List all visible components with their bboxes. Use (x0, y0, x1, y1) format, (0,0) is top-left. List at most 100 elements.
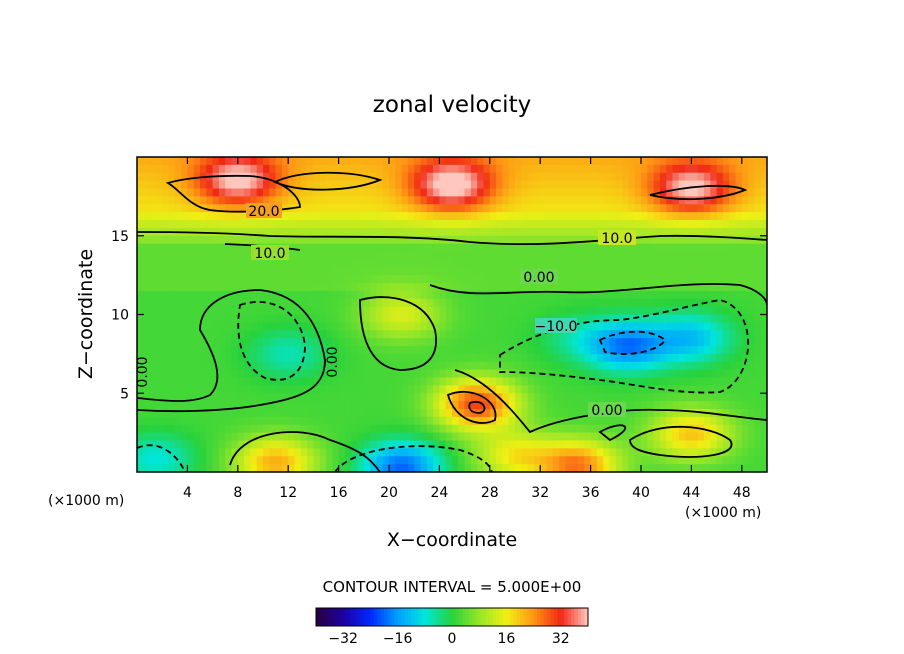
field-cell (760, 220, 767, 229)
field-cell (477, 243, 485, 253)
field-cell (275, 306, 283, 316)
field-cell (496, 172, 503, 182)
field-cell (515, 409, 522, 418)
field-cell (653, 267, 661, 276)
field-cell (578, 157, 585, 166)
field-cell (735, 377, 743, 386)
field-cell (149, 204, 157, 213)
field-cell (578, 464, 585, 472)
field-cell (470, 251, 478, 260)
field-cell (578, 401, 585, 410)
field-cell (609, 456, 617, 465)
field-cell (722, 227, 730, 237)
field-cell (439, 424, 447, 434)
field-cell (634, 196, 642, 205)
field-cell (351, 440, 359, 449)
field-cell (256, 424, 264, 434)
field-cell (666, 188, 674, 197)
x-tick-label: 40 (632, 485, 650, 501)
field-cell (615, 448, 623, 457)
field-cell (149, 432, 157, 442)
field-cell (351, 188, 359, 197)
field-cell (168, 416, 176, 426)
field-cell (244, 180, 251, 190)
field-cell (565, 164, 573, 174)
field-cell (206, 298, 214, 308)
field-cell (546, 204, 554, 213)
field-cell (244, 338, 251, 347)
field-cell (603, 361, 611, 371)
field-cell (697, 440, 705, 449)
field-cell (735, 157, 743, 166)
field-cell (168, 220, 176, 229)
field-cell (716, 377, 724, 386)
field-cell (168, 251, 176, 260)
field-cell (401, 393, 409, 402)
field-cell (452, 314, 459, 323)
field-cell (508, 220, 516, 229)
field-cell (452, 448, 459, 457)
field-cell (716, 409, 724, 418)
field-cell (181, 416, 188, 426)
field-cell (389, 448, 396, 457)
field-cell (615, 393, 623, 402)
field-cell (760, 251, 767, 260)
field-cell (647, 290, 655, 300)
field-cell (716, 416, 724, 426)
field-cell (571, 227, 579, 237)
field-cell (332, 393, 340, 402)
field-cell (162, 235, 170, 245)
field-cell (458, 306, 466, 316)
field-cell (275, 377, 283, 386)
field-cell (483, 377, 491, 386)
field-cell (609, 440, 617, 449)
field-cell (596, 259, 604, 268)
field-cell (193, 220, 201, 229)
field-cell (691, 227, 699, 237)
field-cell (722, 267, 730, 276)
field-cell (212, 416, 220, 426)
field-cell (382, 322, 390, 331)
field-cell (168, 385, 176, 394)
field-cell (477, 456, 485, 465)
field-cell (735, 180, 743, 190)
field-cell (666, 259, 674, 268)
field-cell (433, 456, 440, 465)
field-cell (666, 330, 674, 339)
field-cell (464, 330, 472, 339)
field-cell (420, 204, 428, 213)
field-cell (653, 393, 661, 402)
field-cell (326, 212, 333, 221)
field-cell (603, 164, 611, 174)
field-cell (231, 432, 239, 442)
field-cell (596, 416, 604, 426)
field-cell (483, 290, 491, 300)
field-cell (193, 275, 201, 284)
field-cell (477, 448, 485, 457)
field-cell (149, 164, 157, 174)
field-cell (407, 338, 415, 347)
field-cell (502, 377, 510, 386)
field-cell (760, 338, 767, 347)
field-cell (527, 464, 535, 472)
field-cell (407, 172, 415, 182)
field-cell (420, 409, 428, 418)
field-cell (225, 204, 233, 213)
field-cell (685, 346, 692, 355)
field-cell (351, 235, 359, 245)
field-cell (275, 314, 283, 323)
field-cell (697, 306, 705, 316)
field-cell (722, 424, 730, 434)
field-cell (552, 401, 560, 410)
field-cell (596, 369, 604, 379)
field-cell (722, 243, 730, 253)
field-cell (489, 346, 497, 355)
field-cell (578, 377, 585, 386)
field-cell (666, 448, 674, 457)
field-cell (540, 204, 548, 213)
field-cell (653, 346, 661, 355)
colorbar-swatch (554, 608, 558, 626)
field-cell (363, 188, 371, 197)
field-cell (382, 448, 390, 457)
field-cell (458, 346, 466, 355)
